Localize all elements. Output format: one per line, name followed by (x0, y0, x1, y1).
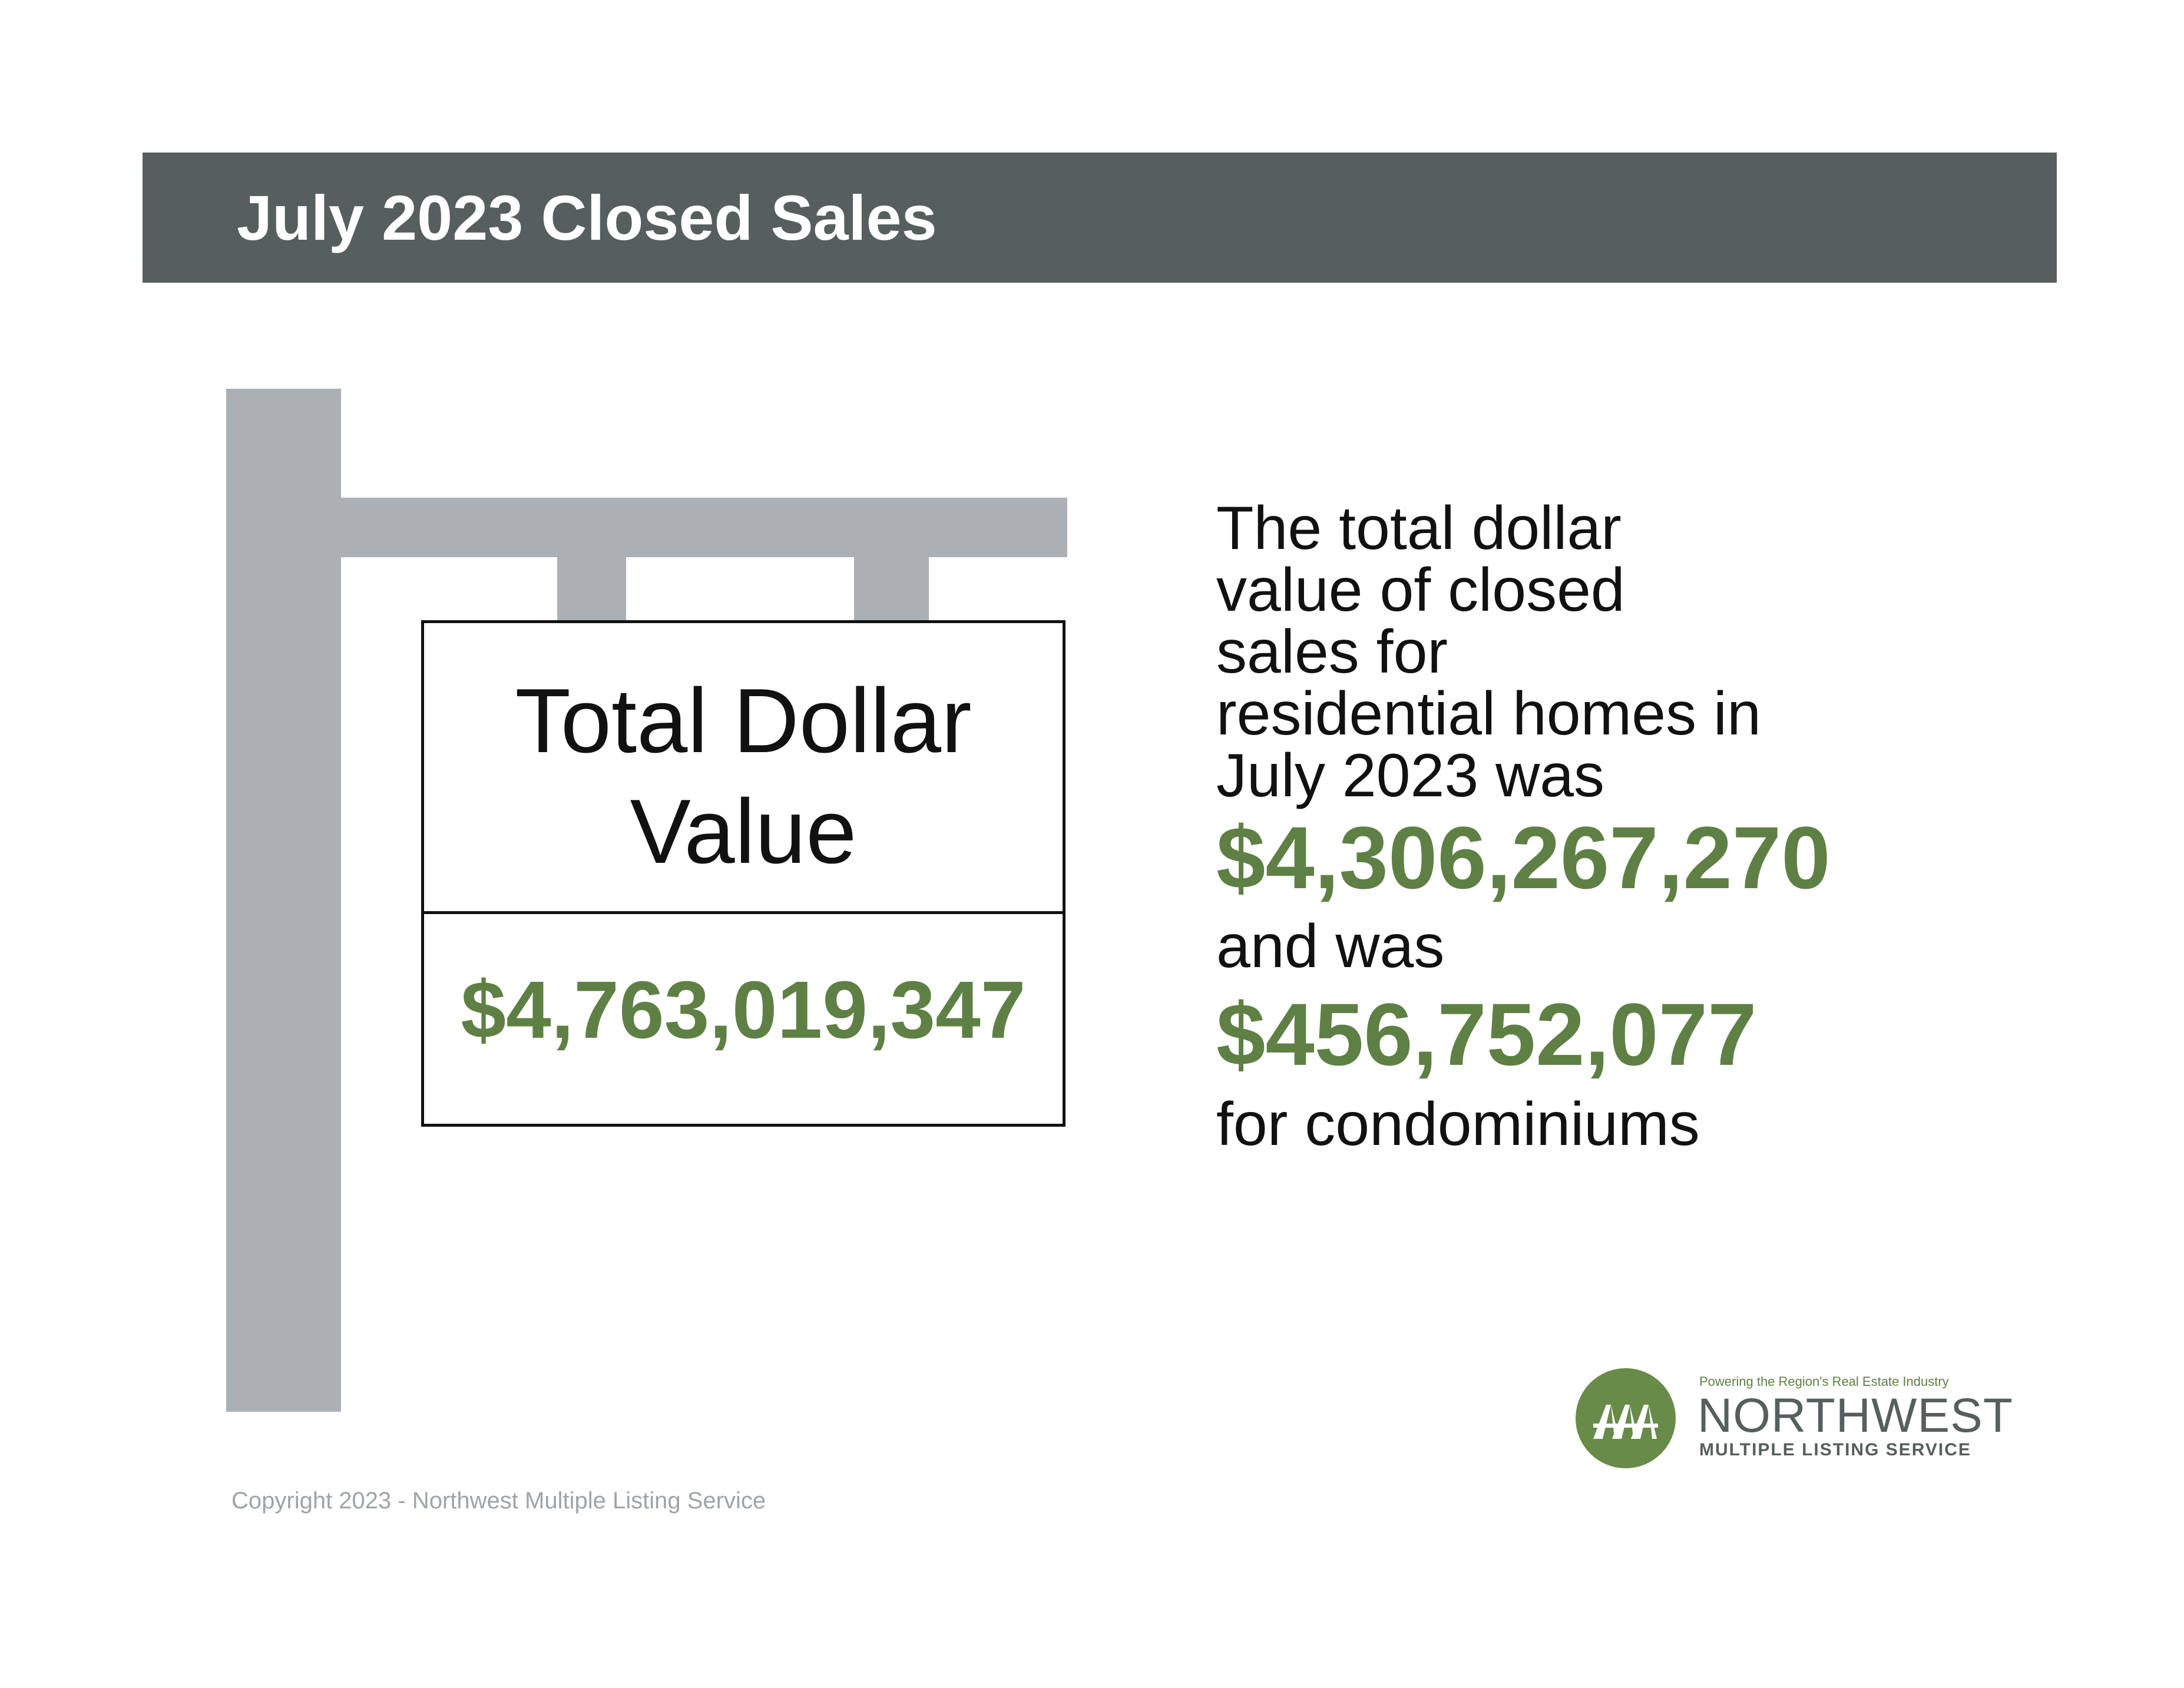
description-line: July 2023 was (1216, 742, 1605, 810)
tree-roofs-icon (1576, 1368, 1676, 1468)
residential-amount: $4,306,267,270 (1216, 808, 1831, 907)
description-connector: and was (1216, 912, 1445, 981)
description-line: value of closed (1216, 556, 1625, 624)
logo-name: NORTHWEST (1697, 1389, 2013, 1442)
sign-board: Total Dollar Value $4,763,019,347 (421, 620, 1065, 1127)
description-line: The total dollar (1216, 494, 1622, 562)
page-title: July 2023 Closed Sales (237, 182, 937, 253)
condo-amount: $456,752,077 (1216, 985, 1757, 1084)
total-dollar-value: $4,763,019,347 (461, 964, 1026, 1055)
sign-post-vertical (226, 389, 341, 1412)
description-condo-suffix: for condominiums (1216, 1090, 1700, 1159)
copyright-text: Copyright 2023 - Northwest Multiple List… (231, 1488, 766, 1514)
description-line: sales for (1216, 618, 1448, 686)
sign-label-line2: Value (630, 780, 857, 882)
logo-subtitle: MULTIPLE LISTING SERVICE (1699, 1440, 1971, 1459)
sign-post-arm (341, 498, 1067, 557)
sign-label: Total Dollar Value (424, 623, 1063, 914)
sign-hanger-left (557, 557, 626, 621)
description-line: residential homes in (1216, 680, 1761, 748)
header-bar: July 2023 Closed Sales (143, 153, 2057, 283)
logo-tagline: Powering the Region's Real Estate Indust… (1699, 1374, 1949, 1389)
sign-hanger-right (854, 557, 929, 621)
description-intro: The total dollar value of closed sales f… (1216, 498, 1852, 807)
sign-label-line1: Total Dollar (515, 669, 972, 772)
nwmls-logo: Powering the Region's Real Estate Indust… (1576, 1368, 2013, 1468)
